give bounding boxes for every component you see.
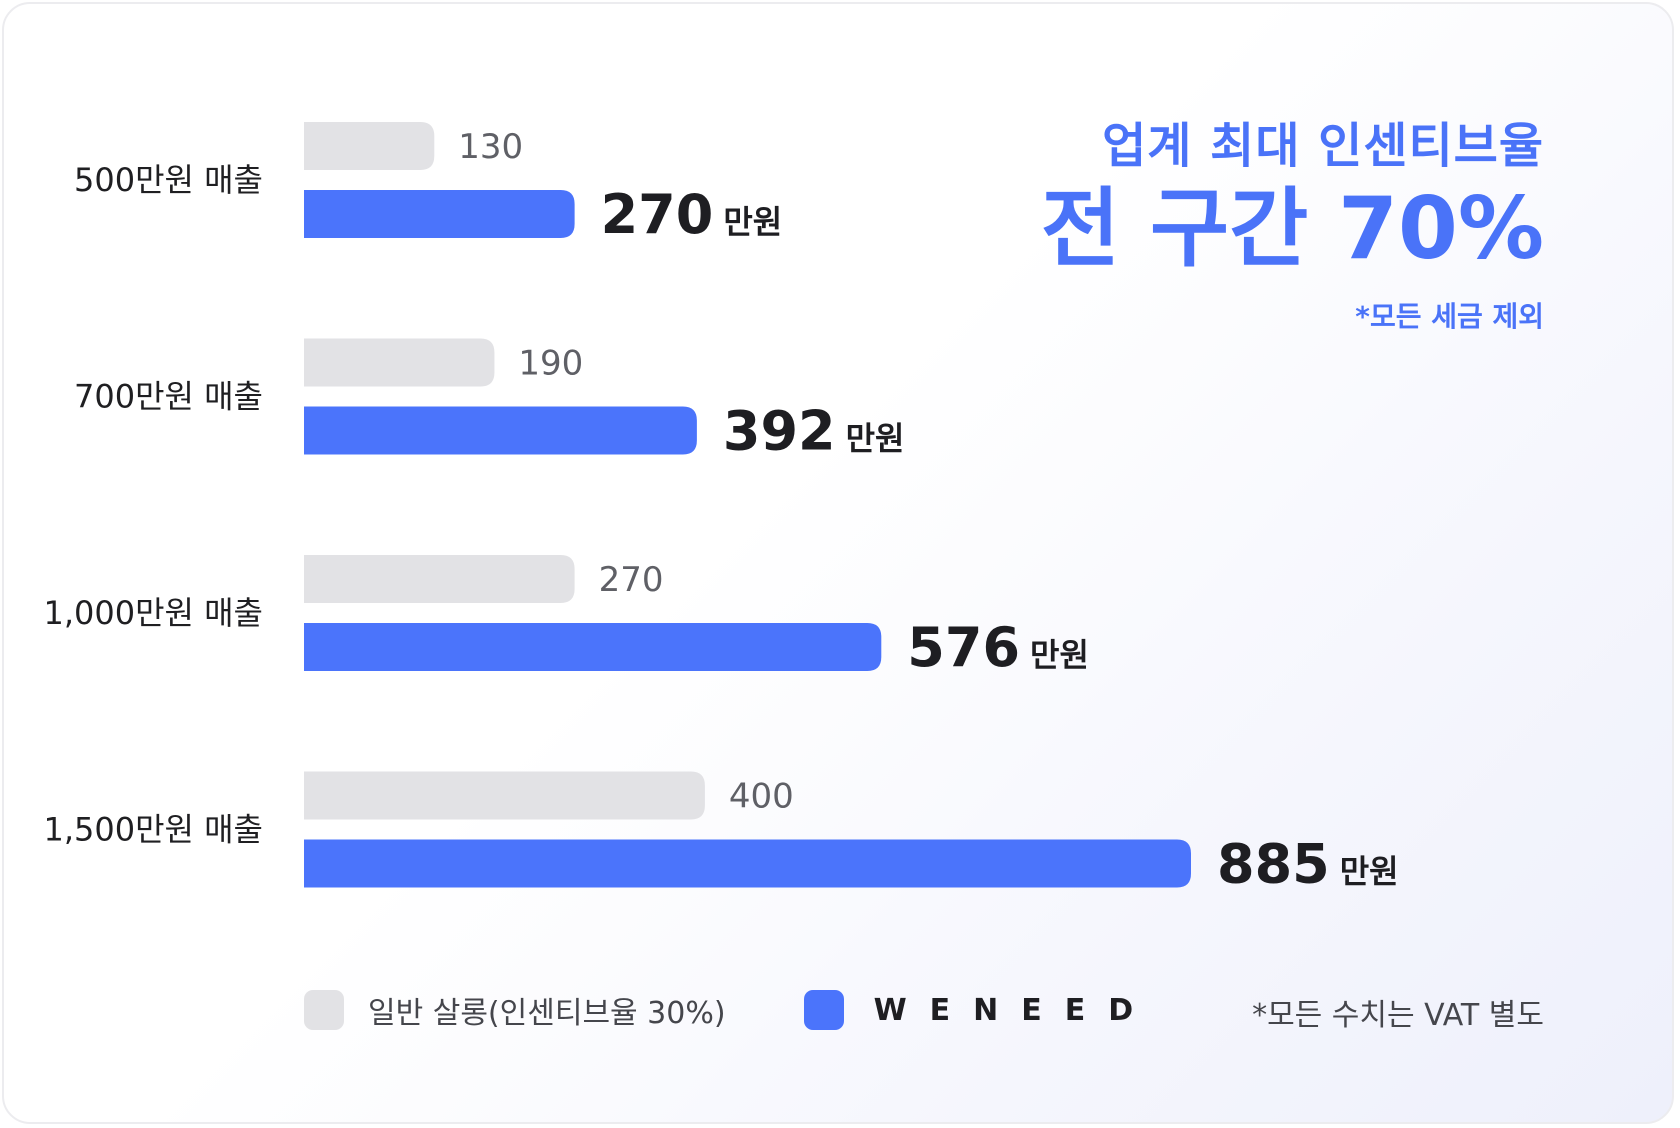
- headline-rate: 전 구간 70%: [1040, 179, 1544, 279]
- bar-brand-value-label: 576 만원: [907, 616, 1089, 679]
- bar-base-value-label: 130: [458, 127, 523, 167]
- chart-legend: 일반 살롱(인센티브율 30%) WENEED: [304, 988, 1156, 1032]
- headline-title: 업계 최대 인센티브율: [1102, 118, 1544, 174]
- bar-brand-value-label: 270 만원: [601, 183, 783, 246]
- bar-brand-value-label: 885 만원: [1217, 833, 1399, 896]
- bar-base-value-label: 190: [518, 344, 583, 384]
- legend-label-base: 일반 살롱(인센티브율 30%): [368, 996, 726, 1031]
- bar-base-value-label: 270: [599, 560, 664, 600]
- category-label: 1,500만원 매출: [43, 811, 263, 849]
- headline-block: 업계 최대 인센티브율 전 구간 70% *모든 세금 제외: [844, 116, 1544, 335]
- bar-base: [304, 338, 495, 387]
- bar-brand: [304, 190, 575, 238]
- category-label: 700만원 매출: [74, 378, 263, 416]
- bar-brand: [304, 839, 1191, 888]
- bar-brand: [304, 406, 697, 455]
- legend-swatch-base: [304, 990, 344, 1030]
- legend-swatch-brand: [803, 990, 844, 1030]
- bar-chart: 500만원 매출 130 270 만원 700만원 매출 190 392 만원 1,000만원 …: [43, 122, 1399, 896]
- bar-brand: [304, 623, 882, 671]
- bar-base: [304, 122, 435, 170]
- category-label: 500만원 매출: [74, 161, 263, 199]
- headline-note: *모든 세금 제외: [1355, 299, 1544, 333]
- brand-logo-text: WENEED: [873, 992, 1157, 1028]
- bar-base: [304, 555, 575, 603]
- bar-brand-value-label: 392 만원: [723, 400, 905, 463]
- legend-item-base: 일반 살롱(인센티브율 30%): [304, 988, 726, 1032]
- vat-footnote: *모든 수치는 VAT 별도: [1252, 998, 1544, 1033]
- legend-item-brand: WENEED: [803, 990, 1157, 1030]
- bar-base-value-label: 400: [729, 777, 794, 817]
- category-label: 1,000만원 매출: [43, 594, 263, 632]
- bar-base: [304, 771, 705, 820]
